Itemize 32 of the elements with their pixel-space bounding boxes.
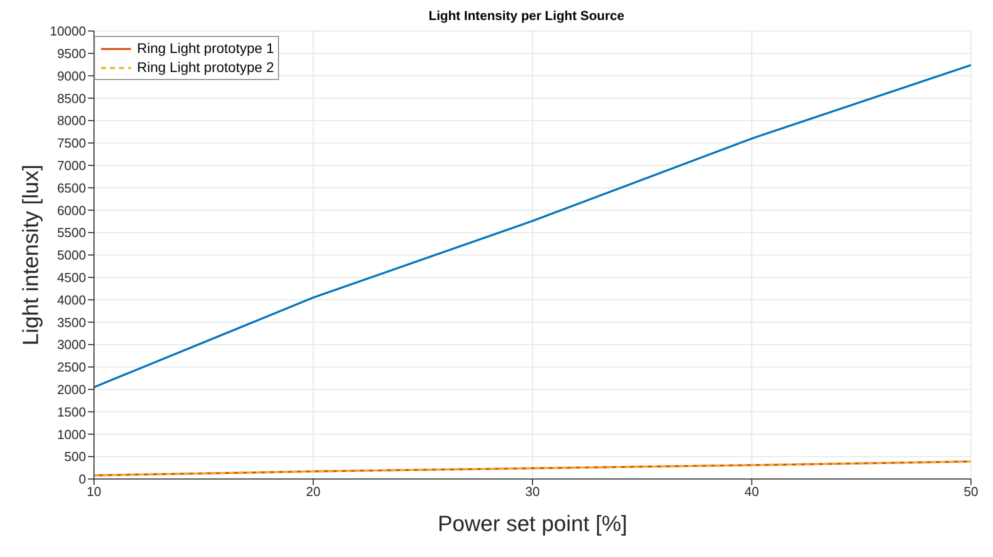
legend-label: Ring Light prototype 1	[137, 39, 274, 58]
x-tick-label: 50	[964, 484, 978, 500]
x-tick-label: 20	[306, 484, 320, 500]
y-tick-label: 6000	[57, 202, 86, 218]
y-tick-label: 9500	[57, 46, 86, 62]
y-tick-label: 3000	[57, 337, 86, 352]
y-tick-label: 0	[78, 472, 86, 487]
y-tick-label: 9000	[57, 68, 86, 84]
y-tick-label: 8000	[57, 113, 86, 128]
chart-title: Light Intensity per Light Source	[428, 8, 624, 23]
y-tick-label: 2500	[57, 360, 86, 375]
y-tick-label: 1000	[57, 426, 86, 442]
y-tick-label: 10000	[50, 24, 86, 39]
x-tick-label: 10	[86, 484, 102, 500]
y-axis-title: Light intensity [lux]	[18, 164, 43, 346]
y-tick-label: 3500	[57, 314, 86, 330]
y-tick-label: 4000	[57, 292, 86, 308]
y-tick-label: 5000	[57, 248, 86, 263]
x-axis-title: Power set point [%]	[438, 511, 628, 536]
y-tick-label: 6500	[57, 180, 86, 196]
x-tick-label: 30	[525, 484, 540, 500]
y-tick-label: 500	[64, 449, 86, 464]
y-tick-label: 5500	[57, 225, 86, 240]
y-tick-label: 8500	[57, 90, 86, 106]
legend-label: Ring Light prototype 2	[137, 58, 274, 77]
x-tick-label: 40	[744, 484, 759, 500]
y-tick-label: 2000	[57, 382, 86, 398]
line-series	[94, 460, 971, 476]
y-tick-label: 4500	[57, 270, 86, 286]
y-tick-label: 1500	[57, 404, 86, 420]
y-tick-label: 7500	[57, 136, 86, 151]
y-tick-label: 7000	[57, 158, 86, 174]
